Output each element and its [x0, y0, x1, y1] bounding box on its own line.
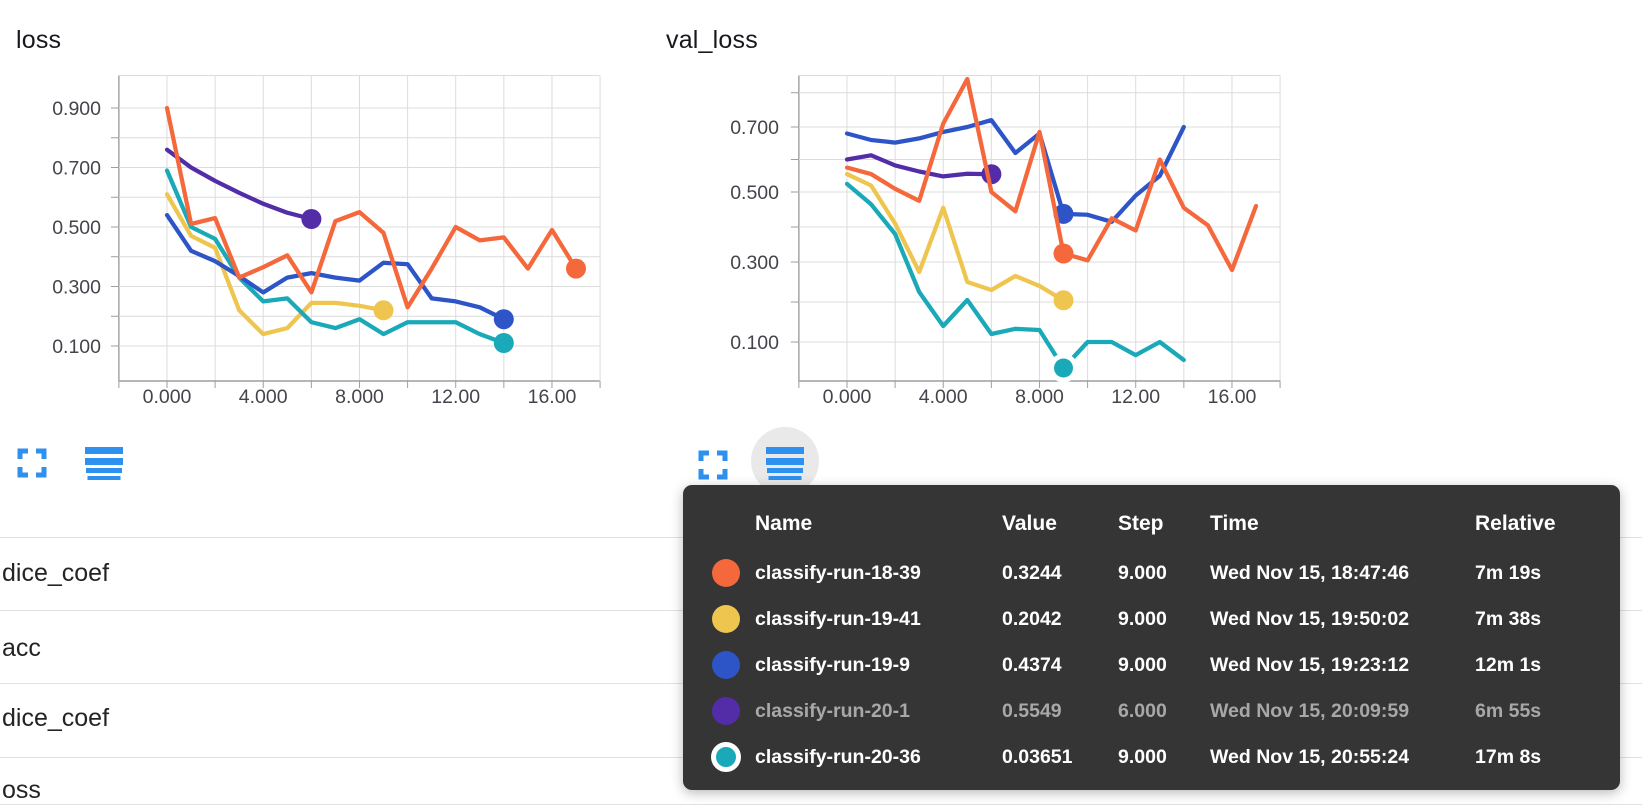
- legend-lines-icon: [766, 447, 804, 480]
- svg-text:16.00: 16.00: [1208, 386, 1257, 408]
- step-cell: 9.000: [1118, 608, 1167, 630]
- relative-cell: 6m 55s: [1475, 700, 1542, 722]
- col-header-step: Step: [1118, 512, 1164, 535]
- tooltip-row: classify-run-18-39 0.3244 9.000 Wed Nov …: [683, 550, 1620, 596]
- value-cell: 0.2042: [1002, 608, 1062, 630]
- run-name-cell: classify-run-19-41: [755, 608, 921, 630]
- value-cell: 0.3244: [1002, 562, 1062, 584]
- val-loss-chart[interactable]: 0.000 4.000 8.000 12.00 16.00 0.700 0.500 0.300…: [650, 0, 1342, 430]
- time-cell: Wed Nov 15, 20:09:59: [1210, 700, 1410, 722]
- val-loss-fullscreen-button[interactable]: [698, 450, 728, 485]
- run-name-cell: classify-run-18-39: [755, 562, 921, 584]
- col-header-time: Time: [1210, 512, 1259, 535]
- relative-cell: 17m 8s: [1475, 746, 1542, 768]
- value-cell: 0.4374: [1002, 654, 1062, 676]
- step-cell: 6.000: [1118, 700, 1167, 722]
- time-cell: Wed Nov 15, 19:23:12: [1210, 654, 1410, 676]
- step-cell: 9.000: [1118, 654, 1167, 676]
- series-color-dot: [712, 651, 740, 679]
- series-color-dot: [712, 697, 740, 725]
- fullscreen-expand-icon: [17, 448, 47, 478]
- svg-text:8.000: 8.000: [1015, 386, 1064, 408]
- tooltip-panel: Name Value Step Time Relative classify-r…: [683, 485, 1620, 790]
- time-cell: Wed Nov 15, 19:50:02: [1210, 608, 1410, 630]
- col-header-relative: Relative: [1475, 512, 1556, 535]
- svg-text:8.000: 8.000: [335, 386, 384, 408]
- run-name-cell: classify-run-20-1: [755, 700, 910, 722]
- svg-text:12.00: 12.00: [431, 386, 480, 408]
- tooltip-row: classify-run-19-41 0.2042 9.000 Wed Nov …: [683, 596, 1620, 642]
- relative-cell: 7m 19s: [1475, 562, 1542, 584]
- value-cell: 0.03651: [1002, 746, 1073, 768]
- svg-text:0.000: 0.000: [823, 386, 872, 408]
- svg-text:0.700: 0.700: [730, 117, 779, 139]
- metric-row-dice-coef2[interactable]: dice_coef: [2, 704, 110, 732]
- svg-text:16.00: 16.00: [528, 386, 577, 408]
- value-cell: 0.5549: [1002, 700, 1062, 722]
- time-cell: Wed Nov 15, 20:55:24: [1210, 746, 1410, 768]
- relative-cell: 7m 38s: [1475, 608, 1542, 630]
- chart-title-loss: loss: [16, 26, 62, 54]
- tooltip-row: classify-run-20-36 0.03651 9.000 Wed Nov…: [683, 734, 1620, 780]
- tooltip-header: Name Value Step Time Relative: [683, 507, 1620, 541]
- svg-text:0.000: 0.000: [143, 386, 192, 408]
- svg-text:0.900: 0.900: [52, 98, 101, 120]
- svg-text:12.00: 12.00: [1111, 386, 1160, 408]
- loss-chart[interactable]: 0.000 4.000 8.000 12.00 16.00 0.900 0.700 0.500…: [0, 0, 650, 430]
- run-name-cell: classify-run-19-9: [755, 654, 910, 676]
- svg-text:0.700: 0.700: [52, 158, 101, 180]
- loss-legend-button[interactable]: [85, 447, 123, 486]
- val-loss-legend-button[interactable]: [766, 447, 804, 486]
- svg-text:0.300: 0.300: [52, 277, 101, 299]
- relative-cell: 12m 1s: [1475, 654, 1542, 676]
- loss-fullscreen-button[interactable]: [17, 448, 47, 483]
- col-header-name: Name: [755, 512, 813, 535]
- series-color-dot: [711, 742, 741, 772]
- series-color-dot: [712, 559, 740, 587]
- svg-text:0.500: 0.500: [730, 182, 779, 204]
- metric-row-dice-coef[interactable]: dice_coef: [2, 559, 110, 587]
- svg-text:0.100: 0.100: [730, 332, 779, 354]
- step-cell: 9.000: [1118, 562, 1167, 584]
- svg-text:4.000: 4.000: [919, 386, 968, 408]
- legend-lines-icon: [85, 447, 123, 480]
- svg-text:0.300: 0.300: [730, 252, 779, 274]
- tooltip-row: classify-run-20-1 0.5549 6.000 Wed Nov 1…: [683, 688, 1620, 734]
- svg-text:0.500: 0.500: [52, 217, 101, 239]
- step-cell: 9.000: [1118, 746, 1167, 768]
- svg-text:4.000: 4.000: [239, 386, 288, 408]
- tooltip-row: classify-run-19-9 0.4374 9.000 Wed Nov 1…: [683, 642, 1620, 688]
- metric-row-loss[interactable]: oss: [2, 776, 41, 804]
- run-name-cell: classify-run-20-36: [755, 746, 921, 768]
- fullscreen-expand-icon: [698, 450, 728, 480]
- time-cell: Wed Nov 15, 18:47:46: [1210, 562, 1410, 584]
- col-header-value: Value: [1002, 512, 1057, 535]
- row-separator: [0, 804, 1642, 805]
- chart-title-val-loss: val_loss: [666, 26, 758, 54]
- series-color-dot: [712, 605, 740, 633]
- svg-text:0.100: 0.100: [52, 336, 101, 358]
- metric-row-acc[interactable]: acc: [2, 634, 41, 662]
